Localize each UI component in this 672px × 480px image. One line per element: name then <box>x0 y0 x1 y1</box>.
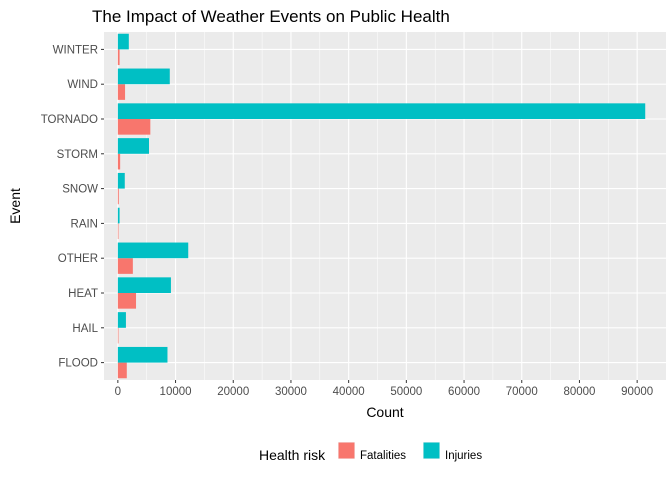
y-tick-label: OTHER <box>58 253 98 265</box>
bar-injuries-storm <box>117 138 150 154</box>
y-tick-label: HAIL <box>72 323 98 335</box>
x-tick-label: 70000 <box>506 386 538 398</box>
x-tick-label: 20000 <box>217 386 249 398</box>
x-tick-label: 60000 <box>448 386 480 398</box>
legend-title: Health risk <box>259 447 326 463</box>
legend: Health risk Fatalities Injuries <box>259 442 482 463</box>
bar-fatalities-flood <box>117 362 127 379</box>
legend-key-fatalities <box>338 442 355 459</box>
bar-fatalities-heat <box>117 293 137 309</box>
y-tick-label: HEAT <box>68 288 98 300</box>
x-tick-label: 30000 <box>275 386 307 398</box>
grid-lines <box>104 32 666 380</box>
bar-injuries-rain <box>117 207 120 224</box>
x-tick-label: 10000 <box>160 386 192 398</box>
y-axis-title: Event <box>7 188 23 224</box>
bar-fatalities-storm <box>117 153 121 170</box>
legend-label-fatalities: Fatalities <box>360 450 406 462</box>
x-tick-label: 0 <box>115 386 121 398</box>
bar-fatalities-tornado <box>117 119 151 135</box>
y-tick-label: FLOOD <box>58 358 98 370</box>
bar-fatalities-rain <box>117 223 119 240</box>
bar-fatalities-wind <box>117 84 126 100</box>
bar-injuries-other <box>117 242 189 259</box>
y-tick-label: TORNADO <box>41 114 98 126</box>
bar-fatalities-other <box>117 258 133 274</box>
x-axis-title: Count <box>366 404 403 420</box>
bar-injuries-flood <box>117 346 168 363</box>
legend-label-injuries: Injuries <box>445 450 482 462</box>
y-axis-ticks: FLOOD HAIL HEAT OTHER RAIN SNOW STORM TORNADO WI… <box>41 44 104 370</box>
y-tick-label: SNOW <box>62 184 98 196</box>
bar-injuries-hail <box>117 312 126 328</box>
chart-title: The Impact of Weather Events on Public H… <box>92 7 450 26</box>
legend-key-injuries <box>423 442 440 459</box>
y-tick-label: STORM <box>57 149 98 161</box>
plot-panel <box>104 32 666 380</box>
bar-injuries-winter <box>117 33 129 50</box>
x-tick-label: 90000 <box>621 386 653 398</box>
bar-injuries-snow <box>117 172 125 189</box>
y-tick-label: WINTER <box>53 44 98 56</box>
x-tick-label: 40000 <box>333 386 365 398</box>
bar-fatalities-hail <box>117 327 119 344</box>
y-tick-label: WIND <box>67 79 98 91</box>
bar-fatalities-winter <box>117 49 120 66</box>
x-axis-ticks: 0 10000 20000 30000 40000 50000 60000 70000 8000… <box>115 380 653 398</box>
bar-injuries-wind <box>117 68 170 85</box>
x-tick-label: 50000 <box>390 386 422 398</box>
bars <box>117 33 646 379</box>
bar-fatalities-snow <box>117 188 119 205</box>
y-tick-label: RAIN <box>71 218 98 230</box>
x-tick-label: 80000 <box>563 386 595 398</box>
bar-injuries-heat <box>117 277 171 293</box>
bar-injuries-tornado <box>117 103 646 119</box>
